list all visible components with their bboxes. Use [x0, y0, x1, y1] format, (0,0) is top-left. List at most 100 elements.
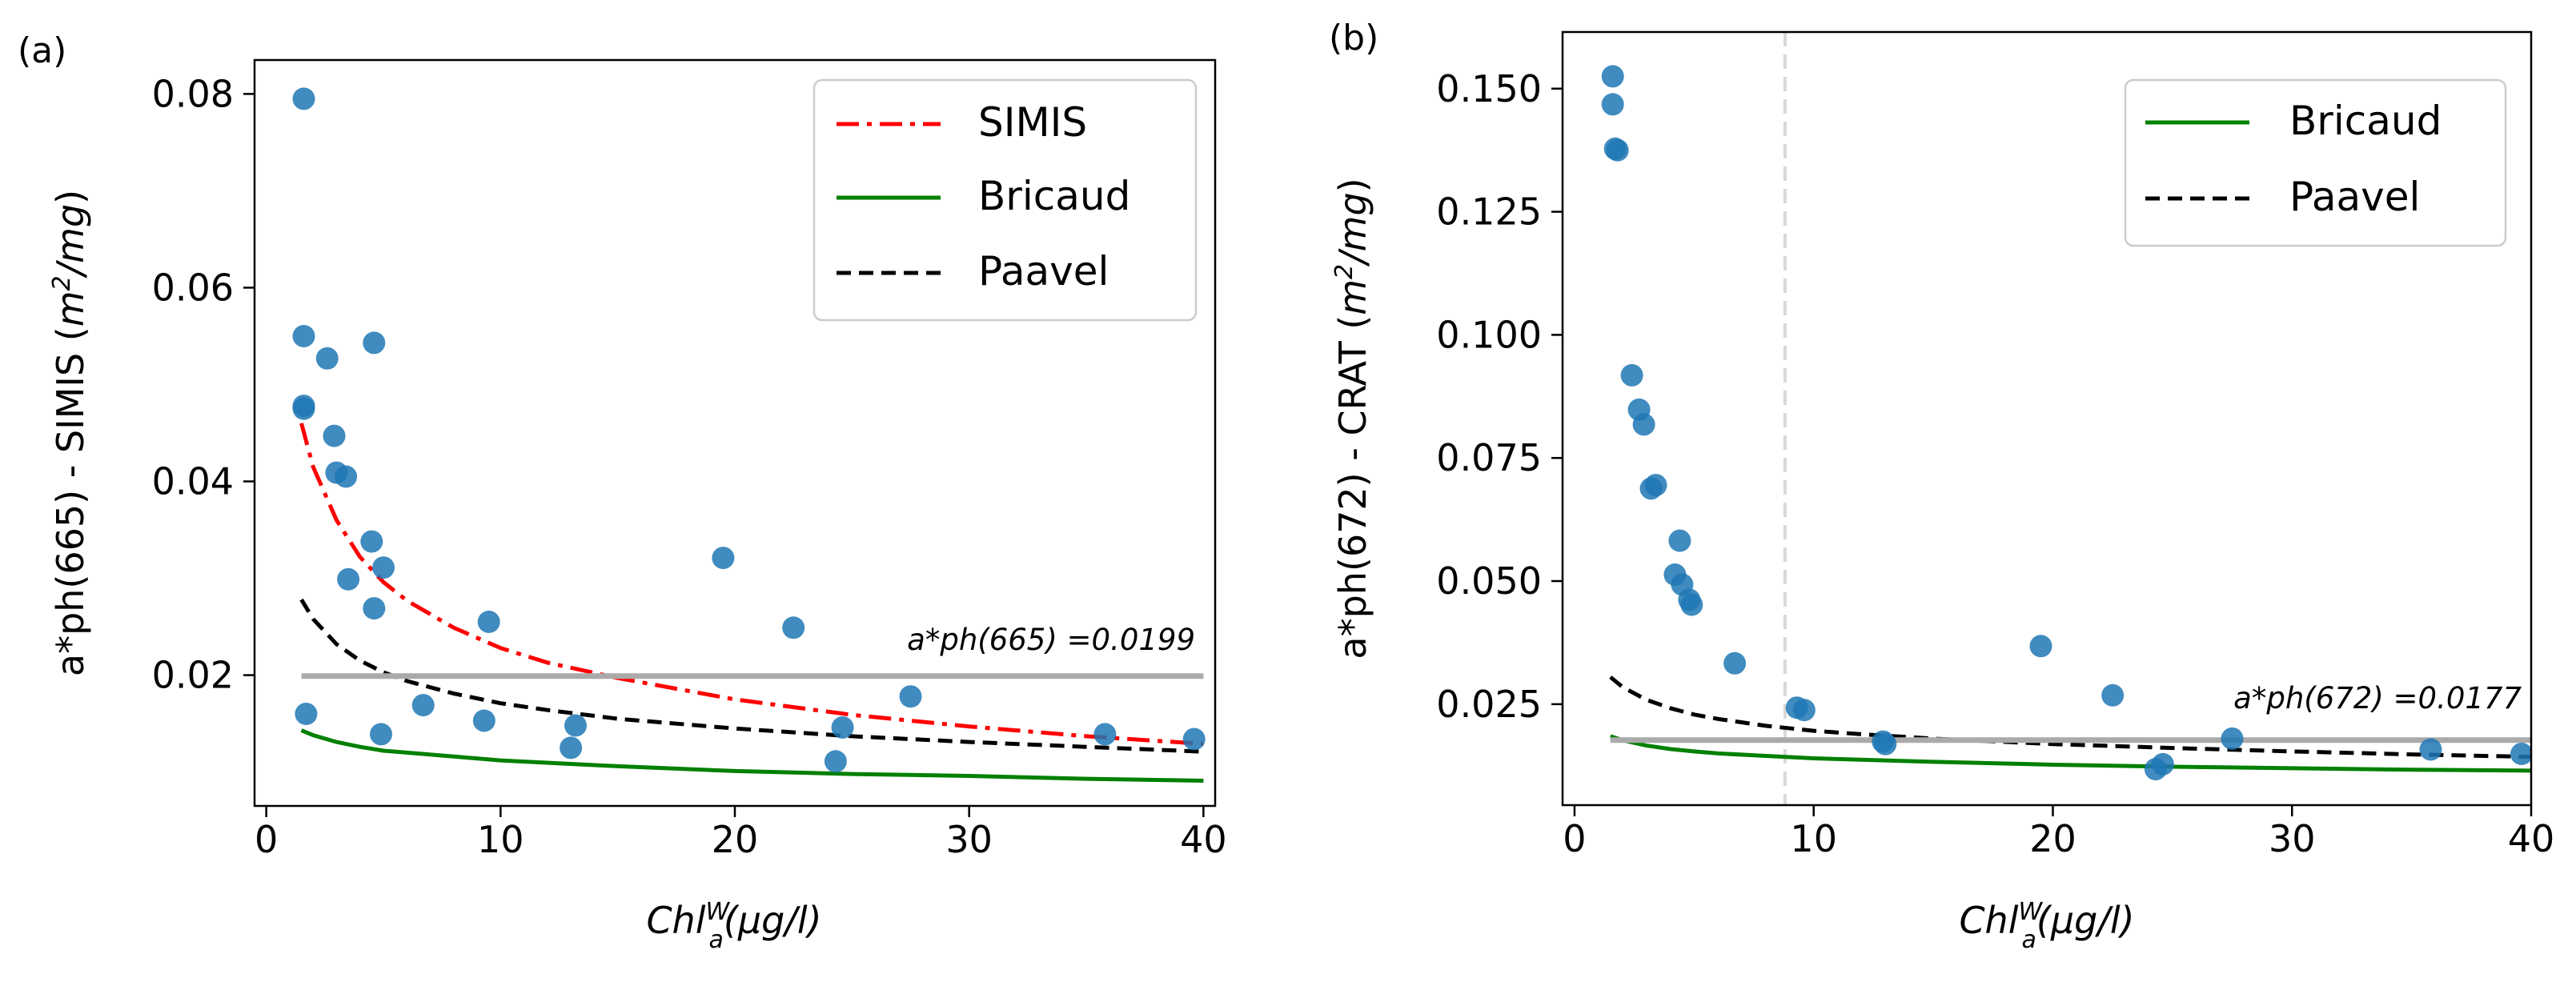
panel-b-data-point — [2151, 752, 2174, 776]
panel-b-data-point — [1601, 65, 1624, 88]
panel-a-data-point — [335, 465, 358, 488]
panel-b-data-point — [1668, 529, 1691, 552]
panel-a-legend-entry-paavel: Paavel — [837, 248, 1109, 295]
panel-b-x-tick-label: 0 — [1563, 817, 1586, 860]
panel-b-points — [1601, 65, 2531, 781]
panel-a-data-point — [477, 611, 500, 633]
panel-b-x-axis-label: ChlW a(µg/l) — [1959, 898, 2134, 954]
panel-a-series-bricaud-line — [300, 728, 1204, 783]
panel-a-data-point — [831, 716, 854, 739]
panel-b-data-point — [1606, 138, 1629, 162]
panel-a-label: (a) — [18, 30, 66, 71]
panel-a-data-point — [899, 685, 922, 708]
panel-b-x-tick-label: 40 — [2508, 817, 2555, 860]
panel-b-data-point — [1874, 732, 1897, 756]
panel-a-data-point — [360, 530, 383, 553]
panel-a-legend-label-bricaud: Bricaud — [978, 173, 1130, 219]
panel-a-data-point — [1093, 723, 1117, 746]
panel-a-x-tick-label: 10 — [477, 818, 524, 861]
panel-b-series-paavel-line — [1609, 675, 2531, 760]
panel-a-data-point — [292, 87, 315, 110]
panel-a-data-point — [372, 556, 395, 579]
panel-b-x-ticks: 0 10 20 30 40 — [1563, 805, 2554, 860]
panel-b-data-point — [1723, 651, 1747, 675]
panel-a-legend-label-paavel: Paavel — [978, 248, 1109, 295]
panel-a-data-point — [370, 723, 392, 746]
panel-b-data-point — [1680, 593, 1703, 616]
panel-b-y-tick-label: 0.025 — [1436, 683, 1542, 726]
panel-a-y-tick-label: 0.08 — [152, 72, 234, 115]
panel-b-data-point — [2510, 743, 2531, 765]
panel-a-data-point — [295, 703, 318, 725]
panel-a-data-point — [323, 424, 346, 447]
panel-b-data-point — [2221, 727, 2244, 750]
panel-b-data-point — [2029, 635, 2052, 658]
panel-a-legend-label-simis: SIMIS — [978, 99, 1087, 146]
panel-a-data-point — [824, 750, 847, 773]
panel-b-y-tick-label: 0.150 — [1436, 67, 1542, 110]
panel-a-y-axis-label: a*ph(665) - SIMIS (m2/mg) — [48, 190, 93, 676]
panel-a-legend-entry-bricaud: Bricaud — [837, 173, 1130, 219]
panel-a-x-ticks: 0 10 20 30 40 — [255, 806, 1227, 861]
panel-a-data-point — [782, 616, 805, 639]
panel-a-points — [292, 87, 1206, 773]
panel-a-x-axis-label: ChlW a(µg/l) — [646, 898, 821, 954]
panel-a-data-point — [292, 325, 315, 347]
panel-b-y-ticks: 0.025 0.050 0.075 0.100 0.125 0.150 — [1436, 67, 1563, 726]
panel-a-reference-label: a*ph(665) =0.0199 — [907, 623, 1195, 657]
panel-b-y-tick-label: 0.075 — [1436, 436, 1542, 479]
panel-a-y-tick-label: 0.04 — [152, 460, 234, 503]
panel-a-x-tick-label: 20 — [712, 818, 759, 861]
panel-b-legend: Bricaud Paavel — [2124, 78, 2507, 247]
panel-a-series-simis-line — [299, 423, 1204, 746]
panel-b-data-point — [2419, 738, 2442, 761]
panel-a-plot-area — [292, 87, 1206, 783]
panel-b-label: (b) — [1329, 18, 1378, 58]
panel-a-y-tick-label: 0.02 — [152, 654, 234, 697]
panel-a-data-point — [411, 694, 435, 717]
chart-panel-a: (a) a*ph(665) =0.0199 0 10 20 30 40 0.02 0.04… — [18, 30, 1227, 954]
panel-b-x-tick-label: 20 — [2029, 817, 2076, 860]
panel-a-x-tick-label: 30 — [945, 818, 993, 861]
panel-b-x-tick-label: 10 — [1790, 817, 1837, 860]
panel-b-reference-label: a*ph(672) =0.0177 — [2233, 681, 2522, 715]
panel-a-data-point — [292, 397, 315, 420]
panel-a-data-point — [472, 709, 496, 732]
panel-b-y-tick-label: 0.100 — [1436, 313, 1542, 356]
panel-a-x-tick-label: 40 — [1180, 818, 1227, 861]
panel-a-y-tick-label: 0.06 — [152, 266, 234, 309]
panel-b-axes-frame — [1561, 30, 2533, 807]
panel-b-data-point — [2101, 683, 2125, 707]
panel-b-data-point — [1644, 474, 1667, 497]
panel-a-legend: SIMIS Bricaud Paavel — [813, 78, 1198, 322]
panel-a-data-point — [363, 597, 386, 620]
panel-a-legend-entry-simis: SIMIS — [837, 99, 1087, 146]
panel-a-y-ticks: 0.02 0.04 0.06 0.08 — [152, 72, 255, 697]
panel-b-legend-label-paavel: Paavel — [2289, 174, 2420, 220]
panel-a-legend-box — [813, 78, 1198, 322]
panel-b-series-bricaud-line — [1610, 734, 2531, 773]
panel-a-data-point — [560, 736, 583, 760]
panel-b-data-point — [1601, 93, 1624, 116]
panel-a-data-point — [337, 567, 360, 591]
panel-b-y-tick-label: 0.050 — [1436, 559, 1542, 603]
panel-b-legend-label-bricaud: Bricaud — [2289, 98, 2442, 144]
panel-b-data-point — [1632, 413, 1655, 436]
panel-a-data-point — [1182, 727, 1206, 751]
panel-b-y-tick-label: 0.125 — [1436, 190, 1542, 234]
panel-b-data-point — [1792, 699, 1816, 722]
panel-a-data-point — [315, 347, 339, 370]
panel-a-series-lines — [299, 423, 1204, 783]
panel-b-legend-entry-paavel: Paavel — [2145, 174, 2420, 220]
panel-b-x-tick-label: 30 — [2269, 817, 2316, 860]
panel-b-data-point — [1620, 363, 1643, 387]
panel-b-y-axis-label: a*ph(672) - CRAT (m2/mg) — [1330, 178, 1375, 659]
panel-b-series-lines — [1609, 675, 2531, 773]
panel-a-data-point — [712, 547, 735, 570]
panel-a-data-point — [564, 714, 587, 737]
panel-a-series-paavel-line — [299, 598, 1204, 754]
panel-a-x-tick-label: 0 — [255, 818, 278, 861]
chart-panel-b: (b) a*ph(672) =0.0177 0 10 20 30 40 0.0250.0… — [1329, 18, 2554, 954]
panel-b-plot-area — [1601, 32, 2531, 805]
